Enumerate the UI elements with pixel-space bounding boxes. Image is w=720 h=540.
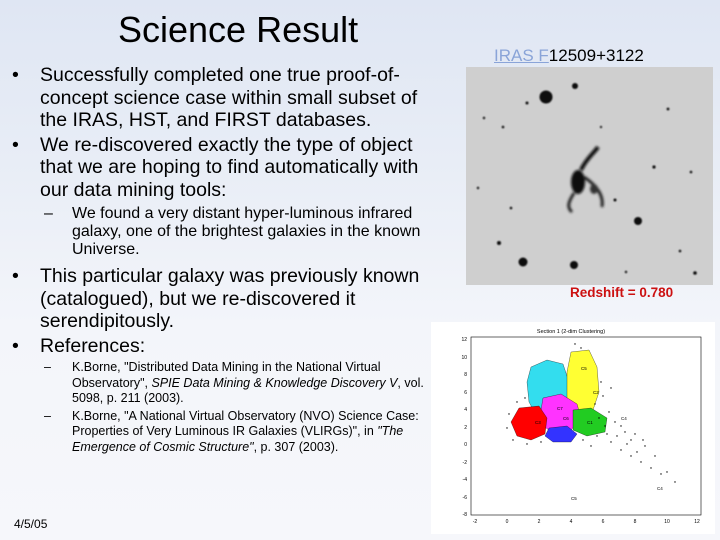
y-tick: 0	[464, 442, 467, 448]
star-field	[476, 83, 697, 275]
slide-date: 4/5/05	[14, 517, 48, 531]
y-tick: 2	[464, 425, 467, 431]
x-tick: 8	[634, 519, 637, 525]
y-tick: 12	[461, 337, 467, 343]
x-tick: 2	[538, 519, 541, 525]
cluster-label: C3	[535, 420, 541, 425]
cluster-region-red	[510, 405, 548, 441]
plot-title: Section 1 (2-dim Clustering)	[537, 329, 605, 335]
cluster-regions	[510, 349, 608, 443]
x-tick: -2	[473, 519, 478, 525]
bullet-catalogued: This particular galaxy was previously kn…	[10, 265, 430, 333]
galaxy-link[interactable]: IRAS F	[494, 46, 549, 65]
slide-title: Science Result	[118, 9, 359, 50]
cluster-label: C7	[557, 406, 563, 411]
y-tick: -6	[463, 495, 468, 501]
y-axis-ticks: 12 10 8 6 4 2 0 -2 -4 -6 -8	[461, 337, 467, 518]
bullet-proof-of-concept: Successfully completed one true proof-of…	[10, 64, 430, 132]
galaxy-image-drawing	[476, 83, 697, 275]
cluster-plot-svg: Section 1 (2-dim Clustering) 12 10 8 6 4…	[461, 329, 702, 525]
galaxy-image	[466, 67, 713, 285]
cluster-label: C6	[563, 416, 569, 421]
bullet-rediscovered: We re-discovered exactly the type of obj…	[10, 134, 430, 202]
y-tick: 6	[464, 390, 467, 396]
y-tick: 8	[464, 372, 467, 378]
galaxy-label: IRAS F12509+3122	[494, 46, 644, 65]
y-tick: 4	[464, 407, 467, 413]
cluster-label: C2	[593, 390, 599, 395]
cluster-plot: Section 1 (2-dim Clustering) 12 10 8 6 4…	[431, 322, 715, 534]
sub-bullet-distant-galaxy: We found a very distant hyper-luminous i…	[10, 205, 430, 259]
x-tick: 12	[694, 519, 700, 525]
slide-body: Successfully completed one true proof-of…	[10, 64, 430, 455]
cluster-label: C4	[657, 486, 663, 491]
y-tick: 10	[461, 355, 467, 361]
cluster-region-green	[572, 407, 608, 437]
x-tick: 6	[602, 519, 605, 525]
galaxy-shape	[567, 145, 604, 214]
reference-item: K.Borne, "Distributed Data Mining in the…	[10, 360, 430, 407]
y-tick: -8	[463, 512, 468, 518]
cluster-label: C5	[581, 366, 587, 371]
redshift-label: Redshift = 0.780	[570, 285, 674, 300]
cluster-label: C1	[587, 420, 593, 425]
x-tick: 10	[664, 519, 670, 525]
cluster-region-blue	[544, 425, 578, 443]
y-tick: -2	[463, 460, 468, 466]
scatter-points	[506, 343, 676, 483]
x-tick: 4	[570, 519, 573, 525]
cluster-label: C4	[621, 416, 627, 421]
cluster-labels: C3 C7 C5 C6 C2 C1 C4 C4 C5	[535, 366, 663, 501]
cluster-label: C5	[571, 496, 577, 501]
bullet-references: References:	[10, 335, 430, 358]
y-tick: -4	[463, 477, 468, 483]
x-axis-ticks: -2 0 2 4 6 8 10 12	[473, 519, 700, 525]
reference-item: K.Borne, "A National Virtual Observatory…	[10, 409, 430, 456]
x-tick: 0	[506, 519, 509, 525]
plot-frame	[470, 336, 702, 516]
